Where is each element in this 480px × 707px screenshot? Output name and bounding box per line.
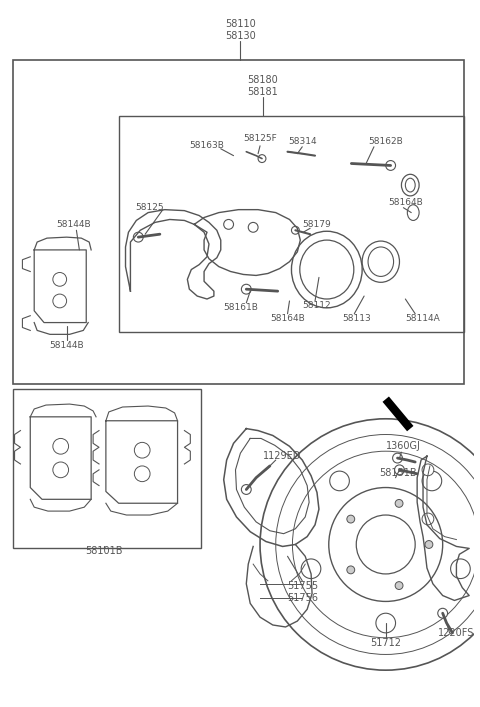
Text: 1220FS: 1220FS <box>438 628 475 638</box>
Circle shape <box>248 223 258 232</box>
Bar <box>119 117 464 332</box>
Circle shape <box>301 559 321 578</box>
Circle shape <box>134 466 150 481</box>
Text: 51755: 51755 <box>287 580 318 591</box>
Ellipse shape <box>300 240 354 299</box>
Text: 58101B: 58101B <box>85 547 123 556</box>
Circle shape <box>133 232 143 242</box>
Text: 58164B: 58164B <box>388 198 423 207</box>
Ellipse shape <box>291 231 362 308</box>
Circle shape <box>422 471 442 491</box>
Circle shape <box>376 613 396 633</box>
Text: 58151B: 58151B <box>379 468 416 478</box>
Circle shape <box>53 438 69 454</box>
Circle shape <box>330 471 349 491</box>
Text: 58161B: 58161B <box>223 303 258 312</box>
Circle shape <box>224 219 234 229</box>
Ellipse shape <box>362 241 399 282</box>
Circle shape <box>53 272 67 286</box>
Bar <box>12 390 201 549</box>
Text: 58114A: 58114A <box>406 314 441 323</box>
Circle shape <box>393 453 402 463</box>
Text: 58163B: 58163B <box>190 141 225 151</box>
Circle shape <box>425 541 433 549</box>
Bar <box>12 60 464 385</box>
Text: 58110: 58110 <box>225 19 256 29</box>
Text: 58180: 58180 <box>248 75 278 85</box>
Circle shape <box>241 484 251 494</box>
Circle shape <box>422 464 434 476</box>
Circle shape <box>386 160 396 170</box>
Circle shape <box>438 608 447 618</box>
Text: 58179: 58179 <box>302 220 331 229</box>
Circle shape <box>347 566 355 574</box>
Circle shape <box>395 499 403 508</box>
Ellipse shape <box>401 175 419 196</box>
Text: 58113: 58113 <box>342 314 371 323</box>
Text: 58181: 58181 <box>248 87 278 97</box>
Circle shape <box>451 559 470 578</box>
Circle shape <box>422 513 434 525</box>
Ellipse shape <box>406 178 415 192</box>
Text: 58144B: 58144B <box>56 220 91 229</box>
Text: 58314: 58314 <box>288 137 317 146</box>
Text: 51712: 51712 <box>370 638 401 648</box>
Text: 58112: 58112 <box>303 301 331 310</box>
Circle shape <box>347 515 355 523</box>
Circle shape <box>291 226 300 234</box>
Text: 51756: 51756 <box>287 592 318 602</box>
Circle shape <box>395 465 404 475</box>
Circle shape <box>53 462 69 478</box>
Ellipse shape <box>368 247 394 276</box>
Text: 58144B: 58144B <box>49 341 84 350</box>
Circle shape <box>53 294 67 308</box>
Text: 58125: 58125 <box>136 203 164 212</box>
Text: 1129ED: 1129ED <box>264 451 302 461</box>
Text: 58164B: 58164B <box>270 314 305 323</box>
Text: 58125F: 58125F <box>243 134 277 144</box>
Circle shape <box>241 284 251 294</box>
Circle shape <box>134 443 150 458</box>
Text: 1360GJ: 1360GJ <box>386 441 421 451</box>
Circle shape <box>395 582 403 590</box>
Text: 58162B: 58162B <box>368 137 403 146</box>
Text: 58130: 58130 <box>225 31 256 41</box>
Ellipse shape <box>408 205 419 221</box>
